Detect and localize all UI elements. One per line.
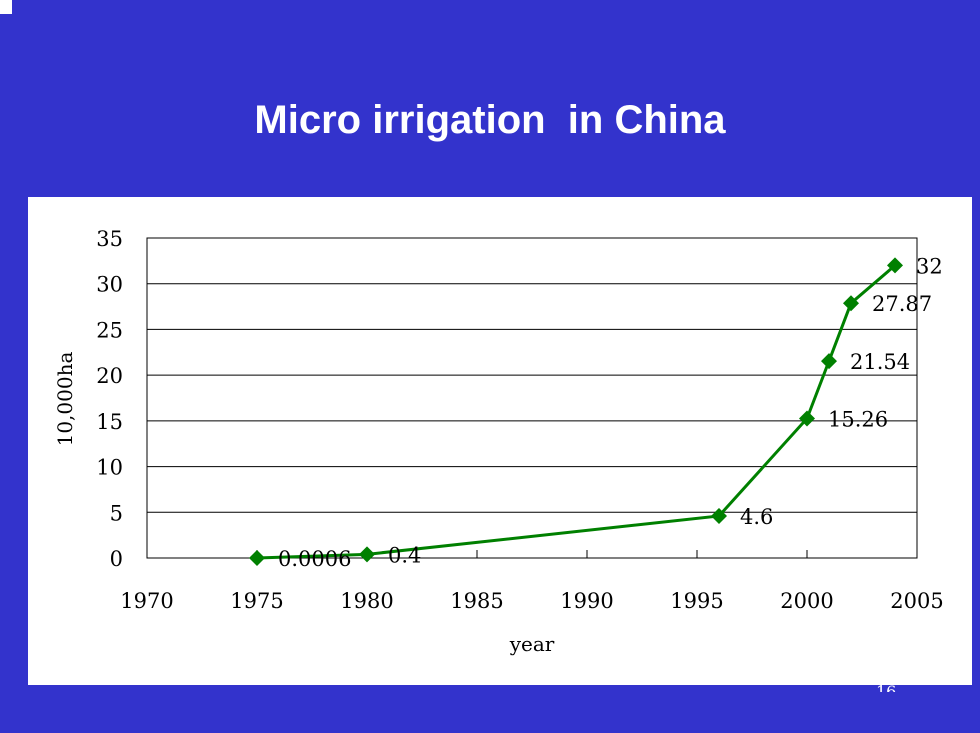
x-axis-title: year — [509, 632, 555, 656]
y-tick-label: 10 — [96, 456, 123, 480]
data-point-marker — [711, 507, 727, 524]
data-point-marker — [799, 410, 815, 427]
data-point-marker — [887, 257, 903, 274]
y-tick-label: 25 — [96, 318, 123, 342]
x-tick-label: 1970 — [120, 589, 173, 613]
data-point-marker — [359, 546, 375, 563]
data-label: 21.54 — [850, 350, 910, 374]
data-label: 4.6 — [740, 505, 773, 529]
x-tick-label: 1975 — [230, 589, 283, 613]
x-tick-label: 2005 — [890, 589, 943, 613]
series-line — [256, 264, 896, 560]
y-tick-label: 0 — [110, 547, 123, 571]
y-tick-label: 35 — [96, 227, 123, 251]
x-tick-label: 1985 — [450, 589, 503, 613]
y-tick-label: 15 — [96, 410, 123, 434]
chart-panel: 0 5 10 15 20 25 30 35 1970 1975 1980 1985 1990 1995 2… — [28, 197, 972, 685]
x-tick-label: 1995 — [670, 589, 723, 613]
x-tick-label: 2000 — [780, 589, 833, 613]
x-tick-label: 1980 — [340, 589, 393, 613]
y-tick-label: 30 — [96, 273, 123, 297]
y-tick-label: 20 — [96, 364, 123, 388]
page-number: 16 — [876, 682, 897, 692]
data-point-marker — [249, 549, 265, 566]
plot-area — [146, 237, 918, 559]
data-label: 15.26 — [828, 407, 888, 431]
corner-mark — [0, 0, 12, 14]
data-label: 0.0006 — [278, 547, 351, 571]
line-chart: 0 5 10 15 20 25 30 35 1970 1975 1980 1985 1990 1995 2… — [53, 227, 944, 656]
y-tick-label: 5 — [110, 501, 123, 525]
y-axis-title: 10,000ha — [53, 352, 77, 447]
data-point-marker — [821, 353, 837, 370]
slide-title: Micro irrigation in China — [254, 98, 726, 142]
data-label: 0.4 — [388, 543, 421, 567]
data-label: 32 — [916, 254, 943, 278]
data-label: 27.87 — [872, 292, 932, 316]
data-point-marker — [843, 295, 859, 312]
x-tick-label: 1990 — [560, 589, 613, 613]
